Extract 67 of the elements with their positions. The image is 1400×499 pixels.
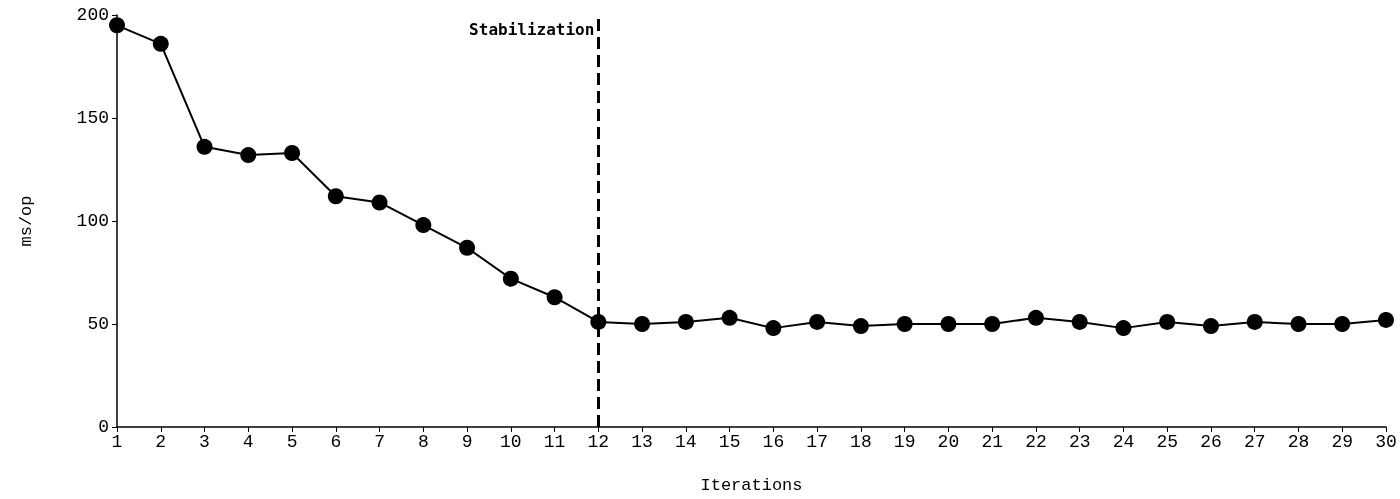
point: [152, 35, 169, 52]
x-tick-label: 14: [675, 432, 697, 452]
point: [284, 145, 301, 162]
point: [327, 188, 344, 205]
x-tick-label: 2: [155, 432, 167, 452]
x-tick-label: 22: [1025, 432, 1047, 452]
x-tick-label: 7: [374, 432, 385, 452]
y-tick-label: 50: [87, 314, 109, 334]
point: [1027, 309, 1044, 326]
x-tick-label: 20: [937, 432, 960, 452]
point: [109, 17, 125, 34]
point: [1202, 318, 1219, 335]
x-tick-label: 10: [500, 432, 522, 452]
x-tick-label: 9: [461, 432, 473, 452]
x-tick-label: 12: [587, 432, 610, 452]
point: [809, 313, 826, 330]
point: [1334, 316, 1351, 332]
point: [1115, 320, 1132, 337]
x-tick-label: 4: [242, 432, 254, 452]
x-tick-label: 30: [1375, 432, 1397, 452]
point: [1290, 316, 1307, 332]
point: [546, 289, 563, 306]
point: [852, 318, 869, 335]
x-tick-label: 26: [1200, 432, 1222, 452]
point: [459, 239, 476, 256]
point: [502, 270, 519, 287]
point: [677, 313, 694, 330]
x-tick-label: 25: [1156, 432, 1179, 452]
point: [240, 147, 257, 164]
point: [984, 316, 1001, 332]
x-tick-label: 1: [111, 432, 123, 452]
x-axis-title: Iterations: [700, 476, 803, 495]
x-tick-label: 8: [417, 432, 429, 452]
x-tick-label: 29: [1331, 432, 1354, 452]
x-tick-label: 18: [850, 432, 872, 452]
point: [196, 138, 213, 155]
x-tick-label: 16: [762, 432, 785, 452]
x-tick-label: 27: [1243, 432, 1266, 452]
x-tick-label: 23: [1068, 432, 1091, 452]
point: [940, 316, 957, 332]
x-tick-label: 17: [806, 432, 828, 452]
point: [1246, 313, 1263, 330]
y-tick-label: 100: [76, 211, 109, 231]
point: [415, 217, 432, 234]
x-tick-label: 19: [893, 432, 916, 452]
x-tick-label: 13: [631, 432, 653, 452]
x-tick-label: 6: [330, 432, 342, 452]
y-tick-label: 150: [76, 108, 109, 128]
point: [1159, 313, 1176, 330]
point: [371, 194, 388, 211]
x-tick-label: 5: [286, 432, 298, 452]
point: [1071, 313, 1088, 330]
x-tick-label: 28: [1287, 432, 1310, 452]
x-tick-label: 3: [199, 432, 210, 452]
point: [634, 316, 651, 332]
x-tick-label: 15: [718, 432, 741, 452]
y-tick-label: 0: [98, 417, 109, 437]
point: [721, 309, 738, 326]
point: [765, 320, 782, 337]
x-tick-label: 21: [981, 432, 1003, 452]
point: [896, 316, 913, 332]
y-tick-label: 200: [76, 5, 109, 25]
y-axis-title: ms/op: [17, 195, 36, 247]
ref-line-label: Stabilization: [469, 19, 595, 39]
point: [1378, 311, 1394, 328]
x-tick-label: 11: [543, 432, 566, 452]
x-tick-label: 24: [1112, 432, 1135, 452]
